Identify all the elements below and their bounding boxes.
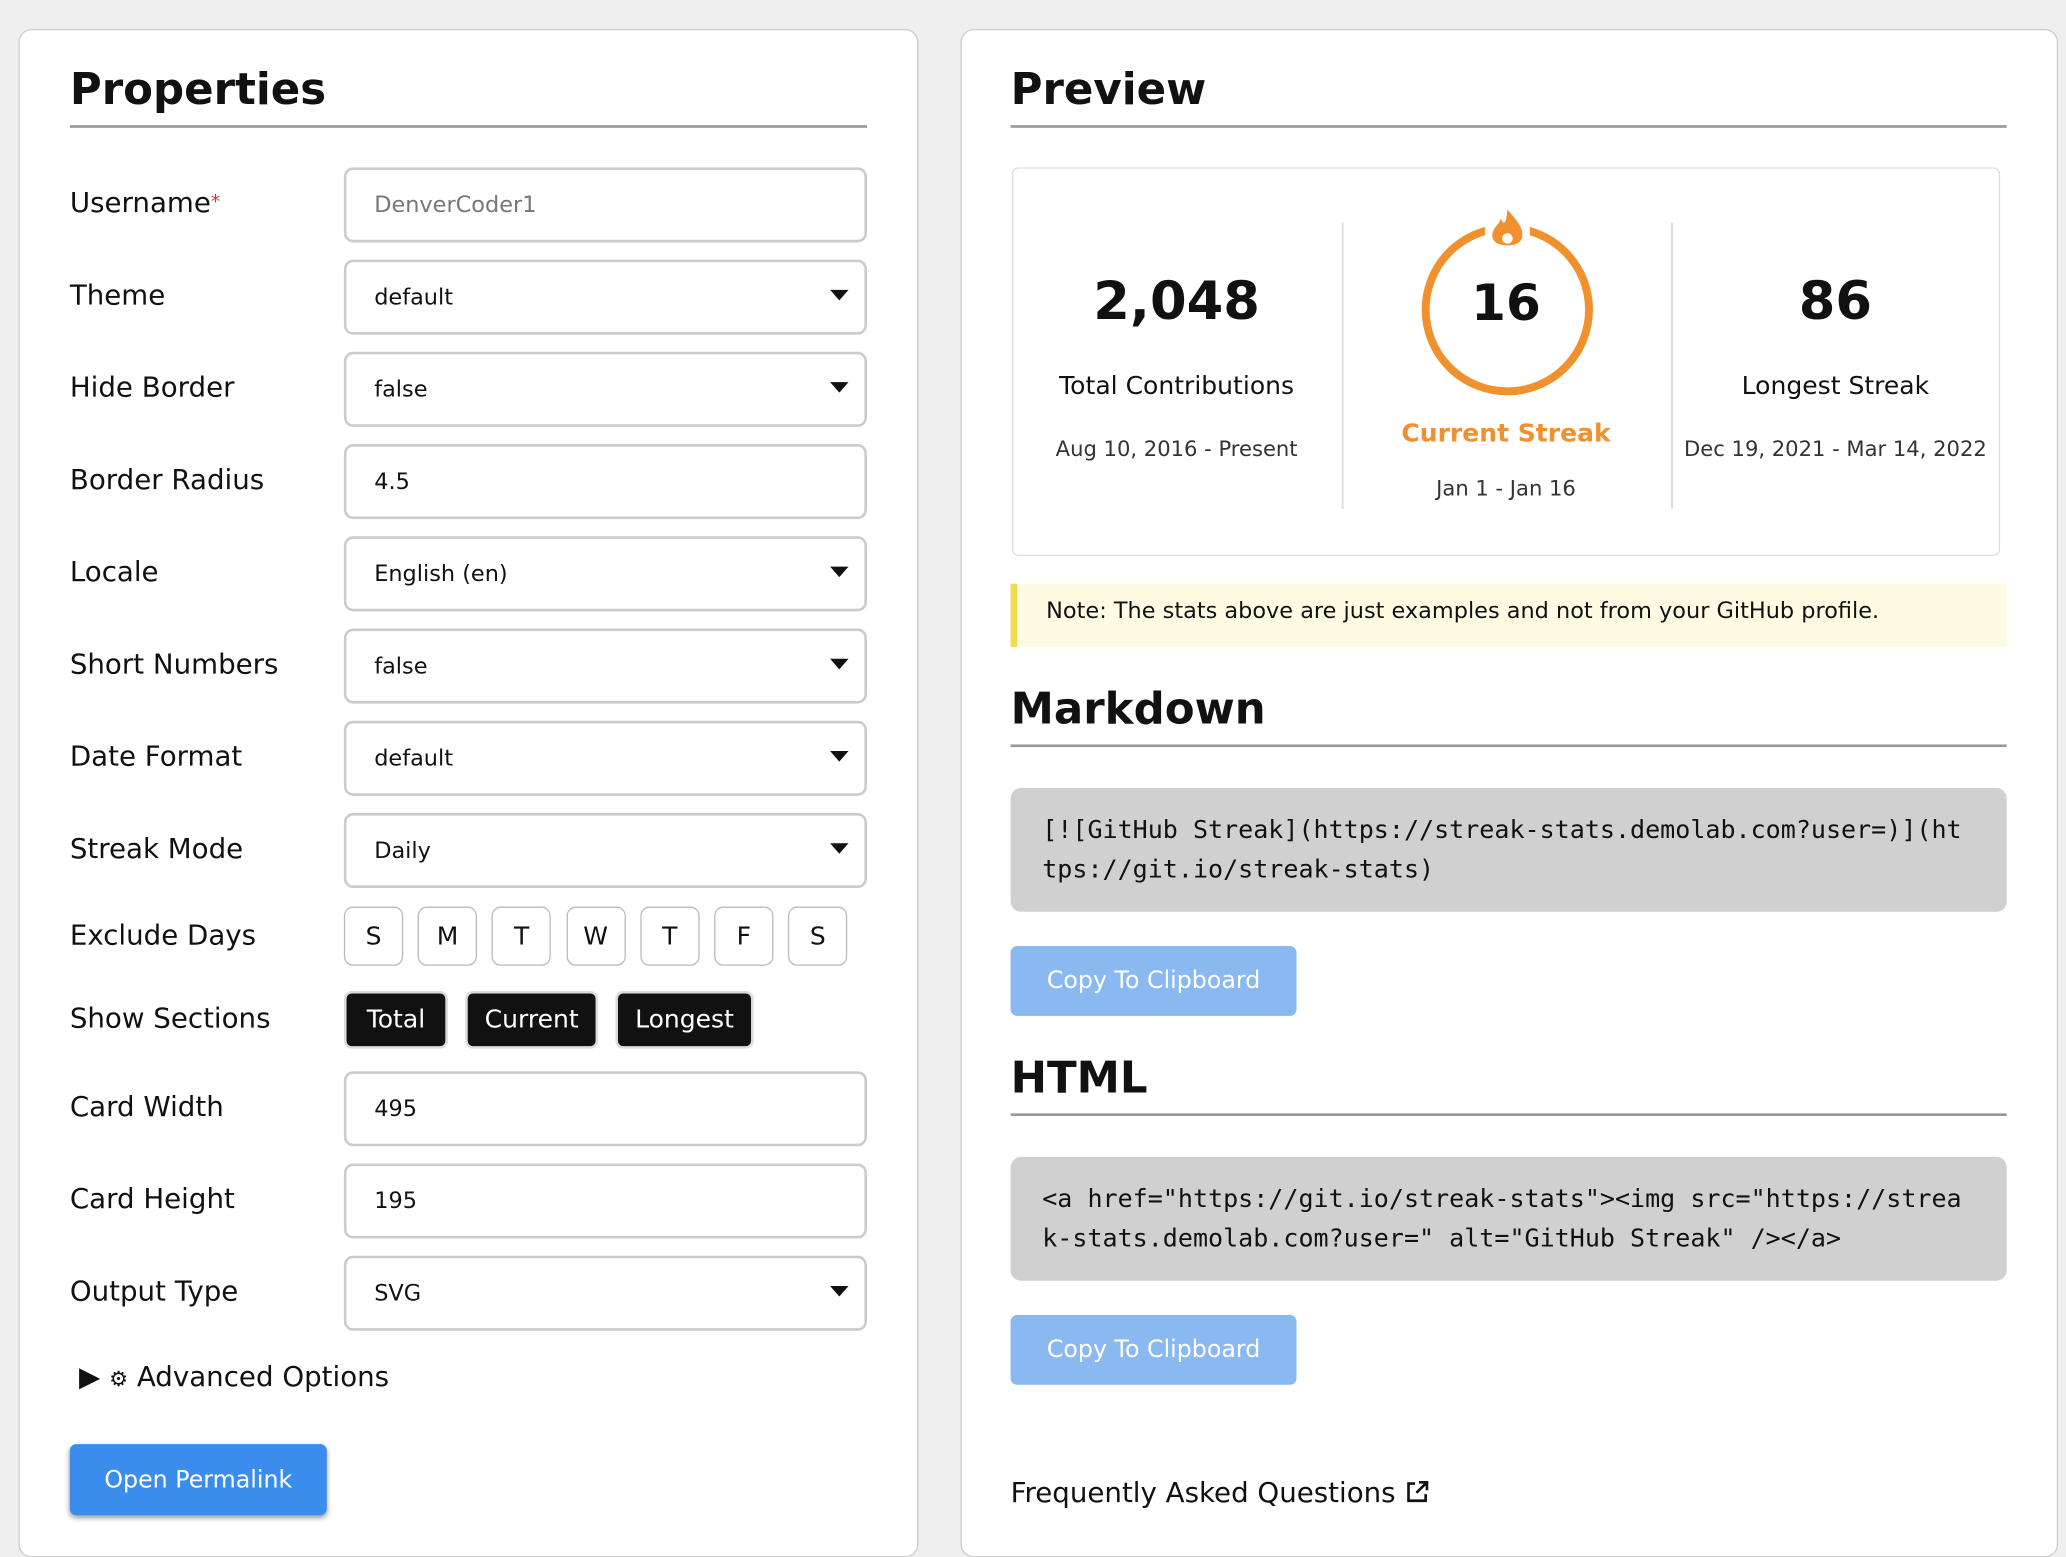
day-toggle[interactable]: S bbox=[788, 906, 848, 966]
stat-label: Longest Streak bbox=[1741, 371, 1930, 401]
dropdown-arrow bbox=[830, 382, 849, 393]
app: Properties ▶ ⚙ Advanced Options Open Per… bbox=[18, 28, 2059, 1557]
markdown-code: [![GitHub Streak](https://streak-stats.d… bbox=[1010, 787, 2007, 912]
divider bbox=[69, 125, 867, 128]
stats-card bbox=[1011, 167, 2001, 557]
field-label: Exclude Days bbox=[69, 919, 257, 952]
dropdown[interactable]: false bbox=[343, 351, 867, 427]
dropdown-arrow bbox=[830, 1285, 849, 1297]
day-toggle[interactable]: T bbox=[640, 906, 700, 966]
day-toggle[interactable]: F bbox=[714, 906, 774, 966]
divider bbox=[1010, 1113, 2007, 1117]
dropdown[interactable]: default bbox=[343, 720, 867, 796]
field-label: Theme bbox=[69, 279, 166, 311]
day-toggle[interactable]: W bbox=[566, 906, 626, 966]
stats-graphic bbox=[1341, 208, 1674, 509]
field-label: Show Sections bbox=[69, 1002, 271, 1035]
field-label: Short Numbers bbox=[69, 648, 279, 680]
field-label: Card Width bbox=[69, 1090, 224, 1123]
dropdown[interactable]: default bbox=[343, 259, 867, 335]
day-toggle[interactable]: T bbox=[491, 906, 552, 966]
required-mark: * bbox=[210, 192, 221, 214]
divider bbox=[1010, 125, 2007, 128]
page: Properties ▶ ⚙ Advanced Options Open Per… bbox=[18, 28, 2059, 1557]
divider bbox=[1010, 744, 2007, 748]
permalink-button[interactable]: Open Permalink bbox=[69, 1444, 327, 1516]
advanced-label: Advanced Options bbox=[136, 1361, 390, 1393]
stat-range: Jan 1 - Jan 16 bbox=[1436, 475, 1576, 501]
dropdown-arrow bbox=[830, 843, 849, 854]
dropdown[interactable]: false bbox=[343, 628, 867, 704]
day-toggle[interactable]: M bbox=[417, 906, 478, 966]
stat-value: 86 bbox=[1798, 271, 1873, 333]
dropdown-arrow bbox=[830, 658, 849, 670]
dropdown[interactable]: Daily bbox=[343, 812, 867, 889]
faq-text: Frequently Asked Questions bbox=[1010, 1477, 1396, 1509]
field-label: Border Radius bbox=[69, 463, 265, 496]
text-input[interactable]: 4.5 bbox=[343, 444, 867, 520]
day-toggle[interactable]: S bbox=[343, 906, 404, 966]
html-title: HTML bbox=[1010, 1051, 1148, 1103]
stat-value: 16 bbox=[1471, 274, 1541, 333]
dropdown-arrow bbox=[830, 751, 849, 762]
field-label: Date Format bbox=[69, 740, 243, 773]
dropdown-arrow bbox=[830, 566, 849, 578]
stat-range: Dec 19, 2021 - Mar 14, 2022 bbox=[1684, 436, 1987, 462]
flame-icon bbox=[1492, 209, 1523, 246]
external-icon bbox=[1407, 1480, 1429, 1503]
dropdown[interactable]: English (en) bbox=[343, 536, 867, 612]
field-label: Hide Border bbox=[69, 371, 235, 404]
advanced-toggle[interactable]: ▶ ⚙ Advanced Options bbox=[79, 1361, 390, 1393]
note: Note: The stats above are just examples … bbox=[1010, 583, 2007, 647]
stat-label: Total Contributions bbox=[1059, 371, 1295, 401]
field-label: Card Height bbox=[69, 1183, 235, 1215]
field-label: Locale bbox=[69, 556, 159, 588]
markdown-title: Markdown bbox=[1010, 682, 1266, 734]
preview-title: Preview bbox=[1010, 63, 1207, 115]
text-input[interactable]: 195 bbox=[343, 1163, 867, 1239]
copy-button[interactable]: Copy To Clipboard bbox=[1010, 946, 1297, 1016]
properties-title: Properties bbox=[69, 63, 327, 115]
faq-link[interactable]: Frequently Asked Questions bbox=[1011, 1473, 1431, 1513]
html-code: <a href="https://git.io/streak-stats"><i… bbox=[1010, 1156, 2007, 1281]
text-input[interactable]: 495 bbox=[343, 1071, 867, 1147]
stat-value: 2,048 bbox=[1093, 271, 1260, 333]
stat-label: Current Streak bbox=[1401, 418, 1611, 448]
copy-button[interactable]: Copy To Clipboard bbox=[1010, 1314, 1297, 1385]
field-label: Streak Mode bbox=[69, 832, 244, 865]
field-label: Username* bbox=[69, 187, 221, 219]
field-label: Output Type bbox=[69, 1275, 239, 1308]
dropdown[interactable]: SVG bbox=[343, 1255, 867, 1331]
section-toggle[interactable]: Total bbox=[343, 990, 448, 1049]
section-toggle[interactable]: Current bbox=[465, 990, 599, 1049]
dropdown-arrow bbox=[830, 289, 849, 301]
stat-range: Aug 10, 2016 - Present bbox=[1055, 436, 1298, 462]
section-toggle[interactable]: Longest bbox=[615, 990, 754, 1049]
text-input[interactable]: DenverCoder1 bbox=[343, 167, 867, 243]
